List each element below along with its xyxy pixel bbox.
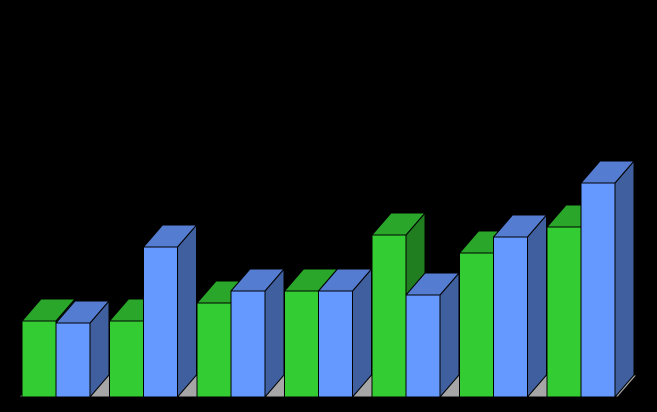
bars-group <box>21 160 635 398</box>
bar-side-face <box>177 224 197 398</box>
bar-front-face <box>405 294 441 398</box>
bar-front-face <box>546 226 582 398</box>
bar-2-1 <box>55 300 110 398</box>
bar-2-7 <box>580 160 635 398</box>
bar-front-face <box>109 320 144 398</box>
bar-2-3 <box>230 268 285 398</box>
bar-front-face <box>196 302 232 398</box>
bar-side-face <box>527 214 547 398</box>
bar-front-face <box>318 290 353 398</box>
bar-front-face <box>230 290 266 398</box>
bar-front-face <box>143 246 178 398</box>
bar-2-2 <box>143 224 197 398</box>
bar-2-4 <box>318 268 372 398</box>
bar-front-face <box>493 236 528 398</box>
bar-front-face <box>284 290 319 398</box>
bar-front-face <box>371 234 407 398</box>
bar-2-6 <box>493 214 547 398</box>
bar-front-face <box>459 252 494 398</box>
bar-front-face <box>55 322 91 398</box>
bar-front-face <box>21 320 57 398</box>
bar-front-face <box>580 182 616 398</box>
bar-side-face <box>614 160 635 398</box>
bar-2-5 <box>405 272 460 398</box>
